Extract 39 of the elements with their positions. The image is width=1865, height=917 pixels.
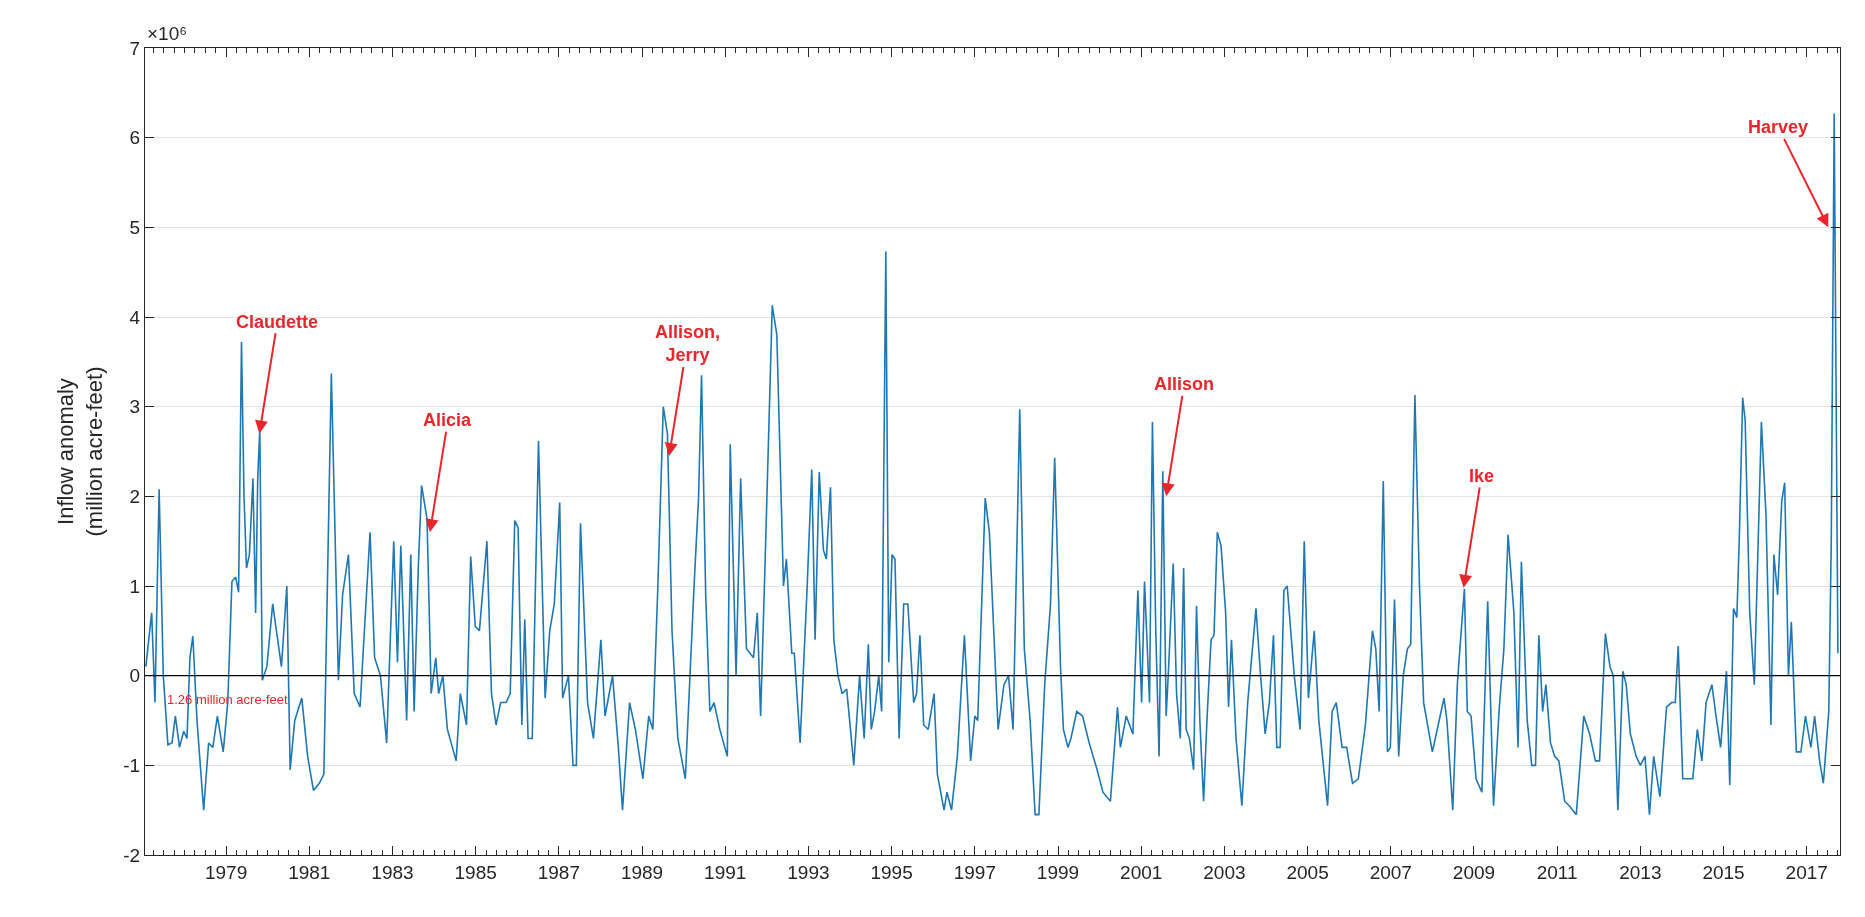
- x-tick-label: 1995: [870, 861, 913, 883]
- x-tick-label: 2003: [1203, 861, 1246, 883]
- y-tick-label: -2: [123, 844, 141, 866]
- y-tick-label: 6: [129, 127, 141, 149]
- y-tick-label: 7: [129, 37, 141, 59]
- x-tick-label: 1989: [620, 861, 664, 883]
- y-tick-label: 1: [129, 575, 141, 597]
- x-tick-label: 2001: [1120, 861, 1163, 883]
- y-tick-label: 2: [129, 485, 141, 507]
- x-tick-label: 2017: [1785, 861, 1828, 883]
- y-tick-label: 3: [129, 396, 141, 418]
- x-tick-label: 1991: [704, 861, 747, 883]
- x-tick-label: 2007: [1369, 861, 1412, 883]
- x-tick-label: 1981: [288, 861, 331, 883]
- text: ×10⁶: [147, 23, 188, 44]
- y-tick-label: 0: [129, 665, 141, 687]
- y-tick-label: 4: [129, 306, 141, 328]
- x-tick-label: 2011: [1536, 861, 1578, 883]
- annotation: Harvey: [1748, 117, 1809, 137]
- x-tick-label: 1993: [787, 861, 830, 883]
- annotation: Allison: [1154, 374, 1215, 394]
- x-tick-label: 1999: [1036, 861, 1080, 883]
- annotation: Alicia: [423, 410, 473, 430]
- annotation: Allison, Jerry: [655, 322, 721, 366]
- x-tick-label: 2015: [1702, 861, 1745, 883]
- y-tick-label: 5: [129, 216, 141, 238]
- x-tick-label: 2009: [1452, 861, 1496, 883]
- x-tick-label: 1997: [953, 861, 996, 883]
- y-axis-title: Inflow anomaly (million acre-feet): [53, 366, 108, 537]
- line-series: [145, 112, 1839, 816]
- x-tick-label: 2013: [1619, 861, 1662, 883]
- x-tick-label: 1983: [371, 861, 414, 883]
- annotation: Ike: [1469, 466, 1495, 486]
- x-tick-label: 2005: [1286, 861, 1329, 883]
- x-tick-label: 1985: [454, 861, 497, 883]
- x-tick-label: 1979: [204, 861, 248, 883]
- x-tick-label: 1987: [537, 861, 581, 883]
- annotation: Claudette: [236, 312, 319, 332]
- y-tick-label: -1: [123, 754, 141, 776]
